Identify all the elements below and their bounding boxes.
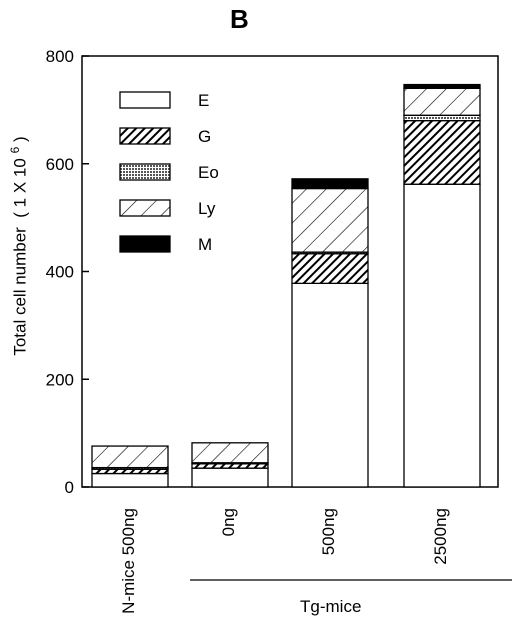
bars [91,83,481,488]
y-axis-label: Total cell number ( 1 X 10 6 ) [8,136,30,356]
y-tick-label: 0 [65,478,74,497]
y-tick-label: 600 [46,155,74,174]
bar-segment-m [291,178,369,190]
y-tick-label: 400 [46,263,74,282]
bar-segment-ly [291,187,369,253]
legend-swatch-eo [119,163,171,181]
legend-swatch-m [119,235,171,253]
bar-segment-g [403,120,481,185]
legend-swatch-g [119,127,171,145]
axis-labels: 0 200 400 600 800 N-mice 500ng 0ng 500ng 2500ng [46,47,512,614]
legend-label-e: E [198,91,209,110]
x-tick-label: N-mice 500ng [119,508,138,614]
y-tick-label: 800 [46,47,74,66]
legend-label-m: M [198,235,212,254]
group-label-tg-mice: Tg-mice [300,597,362,616]
legend-swatch-ly [119,199,171,217]
y-tick-label: 200 [46,370,74,389]
bar-segment-g [291,253,369,285]
legend-swatch-e [119,91,171,109]
bar-segment-ly [403,87,481,116]
plot-frame [81,55,499,488]
legend-label-g: G [198,127,211,146]
bar-segment-eo [403,114,481,122]
legend-label-eo: Eo [198,163,219,182]
bar-segment-e [403,183,481,488]
x-tick-label: 500ng [319,508,338,555]
bar-segment-e [91,472,169,488]
bar-segment-ly [191,442,269,464]
legend-label-ly: Ly [198,199,216,218]
panel-label: B [230,4,249,34]
x-tick-label: 0ng [219,508,238,536]
bar-segment-e [191,467,269,488]
bar-segment-ly [91,445,169,469]
bar-segment-m [403,83,481,89]
bar-segment-e [291,282,369,488]
x-tick-label: 2500ng [431,508,450,565]
legend: EG Eo Ly M [119,91,219,254]
